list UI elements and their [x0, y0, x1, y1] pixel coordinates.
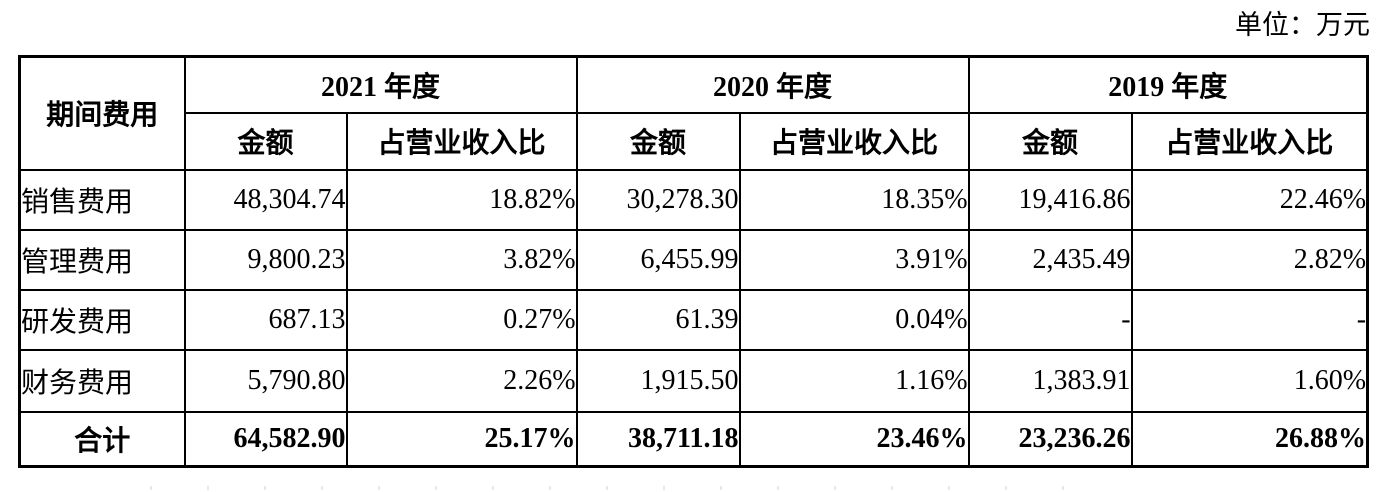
table-row-rd-expenses: 研发费用 687.13 0.27% 61.39 0.04% - -	[18, 288, 1369, 351]
ratio-cell: 1.60%	[1130, 348, 1369, 413]
row-label: 财务费用	[18, 348, 186, 413]
amount-header-2021: 金额	[183, 111, 348, 171]
ratio-cell: 0.04%	[738, 288, 970, 351]
ratio-cell: 2.26%	[345, 348, 578, 413]
period-expenses-table: 期间费用 2021 年度 2020 年度 2019 年度 金额 占营业收入比 金…	[18, 55, 1370, 468]
table-row-finance-expenses: 财务费用 5,790.80 2.26% 1,915.50 1.16% 1,383…	[18, 348, 1369, 413]
ratio-cell: 18.82%	[345, 168, 578, 231]
table-header-sub-row: 金额 占营业收入比 金额 占营业收入比 金额 占营业收入比	[20, 111, 1369, 171]
ratio-cell: 3.82%	[345, 228, 578, 291]
ratio-cell: 3.91%	[738, 228, 970, 291]
table-row-total: 合计 64,582.90 25.17% 38,711.18 23.46% 23,…	[18, 410, 1369, 468]
total-ratio-cell: 25.17%	[345, 410, 578, 468]
amount-cell: 19,416.86	[967, 168, 1133, 231]
total-label: 合计	[18, 410, 186, 468]
unit-label: 单位：万元	[1235, 10, 1370, 40]
amount-cell: 6,455.99	[575, 228, 741, 291]
amount-cell: 5,790.80	[183, 348, 348, 413]
ratio-cell: 18.35%	[738, 168, 970, 231]
total-amount-cell: 23,236.26	[967, 410, 1133, 468]
total-amount-cell: 38,711.18	[575, 410, 741, 468]
year-header-2020: 2020 年度	[575, 55, 970, 114]
amount-cell: -	[967, 288, 1133, 351]
ratio-cell: 1.16%	[738, 348, 970, 413]
amount-header-2020: 金额	[575, 111, 741, 171]
cutoff-text-artifact	[150, 486, 1110, 490]
row-label: 研发费用	[18, 288, 186, 351]
ratio-cell: -	[1130, 288, 1369, 351]
amount-cell: 48,304.74	[183, 168, 348, 231]
amount-cell: 1,915.50	[575, 348, 741, 413]
ratio-header-2021: 占营业收入比	[345, 111, 578, 171]
amount-cell: 1,383.91	[967, 348, 1133, 413]
amount-cell: 61.39	[575, 288, 741, 351]
total-ratio-cell: 23.46%	[738, 410, 970, 468]
year-header-2021: 2021 年度	[183, 55, 578, 114]
table-row-selling-expenses: 销售费用 48,304.74 18.82% 30,278.30 18.35% 1…	[18, 168, 1369, 231]
year-header-2019: 2019 年度	[967, 55, 1369, 114]
table-row-admin-expenses: 管理费用 9,800.23 3.82% 6,455.99 3.91% 2,435…	[18, 228, 1369, 291]
total-amount-cell: 64,582.90	[183, 410, 348, 468]
ratio-header-2019: 占营业收入比	[1130, 111, 1369, 171]
ratio-cell: 0.27%	[345, 288, 578, 351]
corner-header: 期间费用	[18, 55, 186, 171]
ratio-cell: 2.82%	[1130, 228, 1369, 291]
total-ratio-cell: 26.88%	[1130, 410, 1369, 468]
amount-cell: 9,800.23	[183, 228, 348, 291]
amount-header-2019: 金额	[967, 111, 1133, 171]
table-header-year-row: 期间费用 2021 年度 2020 年度 2019 年度	[18, 55, 1369, 171]
amount-cell: 30,278.30	[575, 168, 741, 231]
row-label: 销售费用	[18, 168, 186, 231]
ratio-cell: 22.46%	[1130, 168, 1369, 231]
amount-cell: 687.13	[183, 288, 348, 351]
amount-cell: 2,435.49	[967, 228, 1133, 291]
row-label: 管理费用	[18, 228, 186, 291]
ratio-header-2020: 占营业收入比	[738, 111, 970, 171]
